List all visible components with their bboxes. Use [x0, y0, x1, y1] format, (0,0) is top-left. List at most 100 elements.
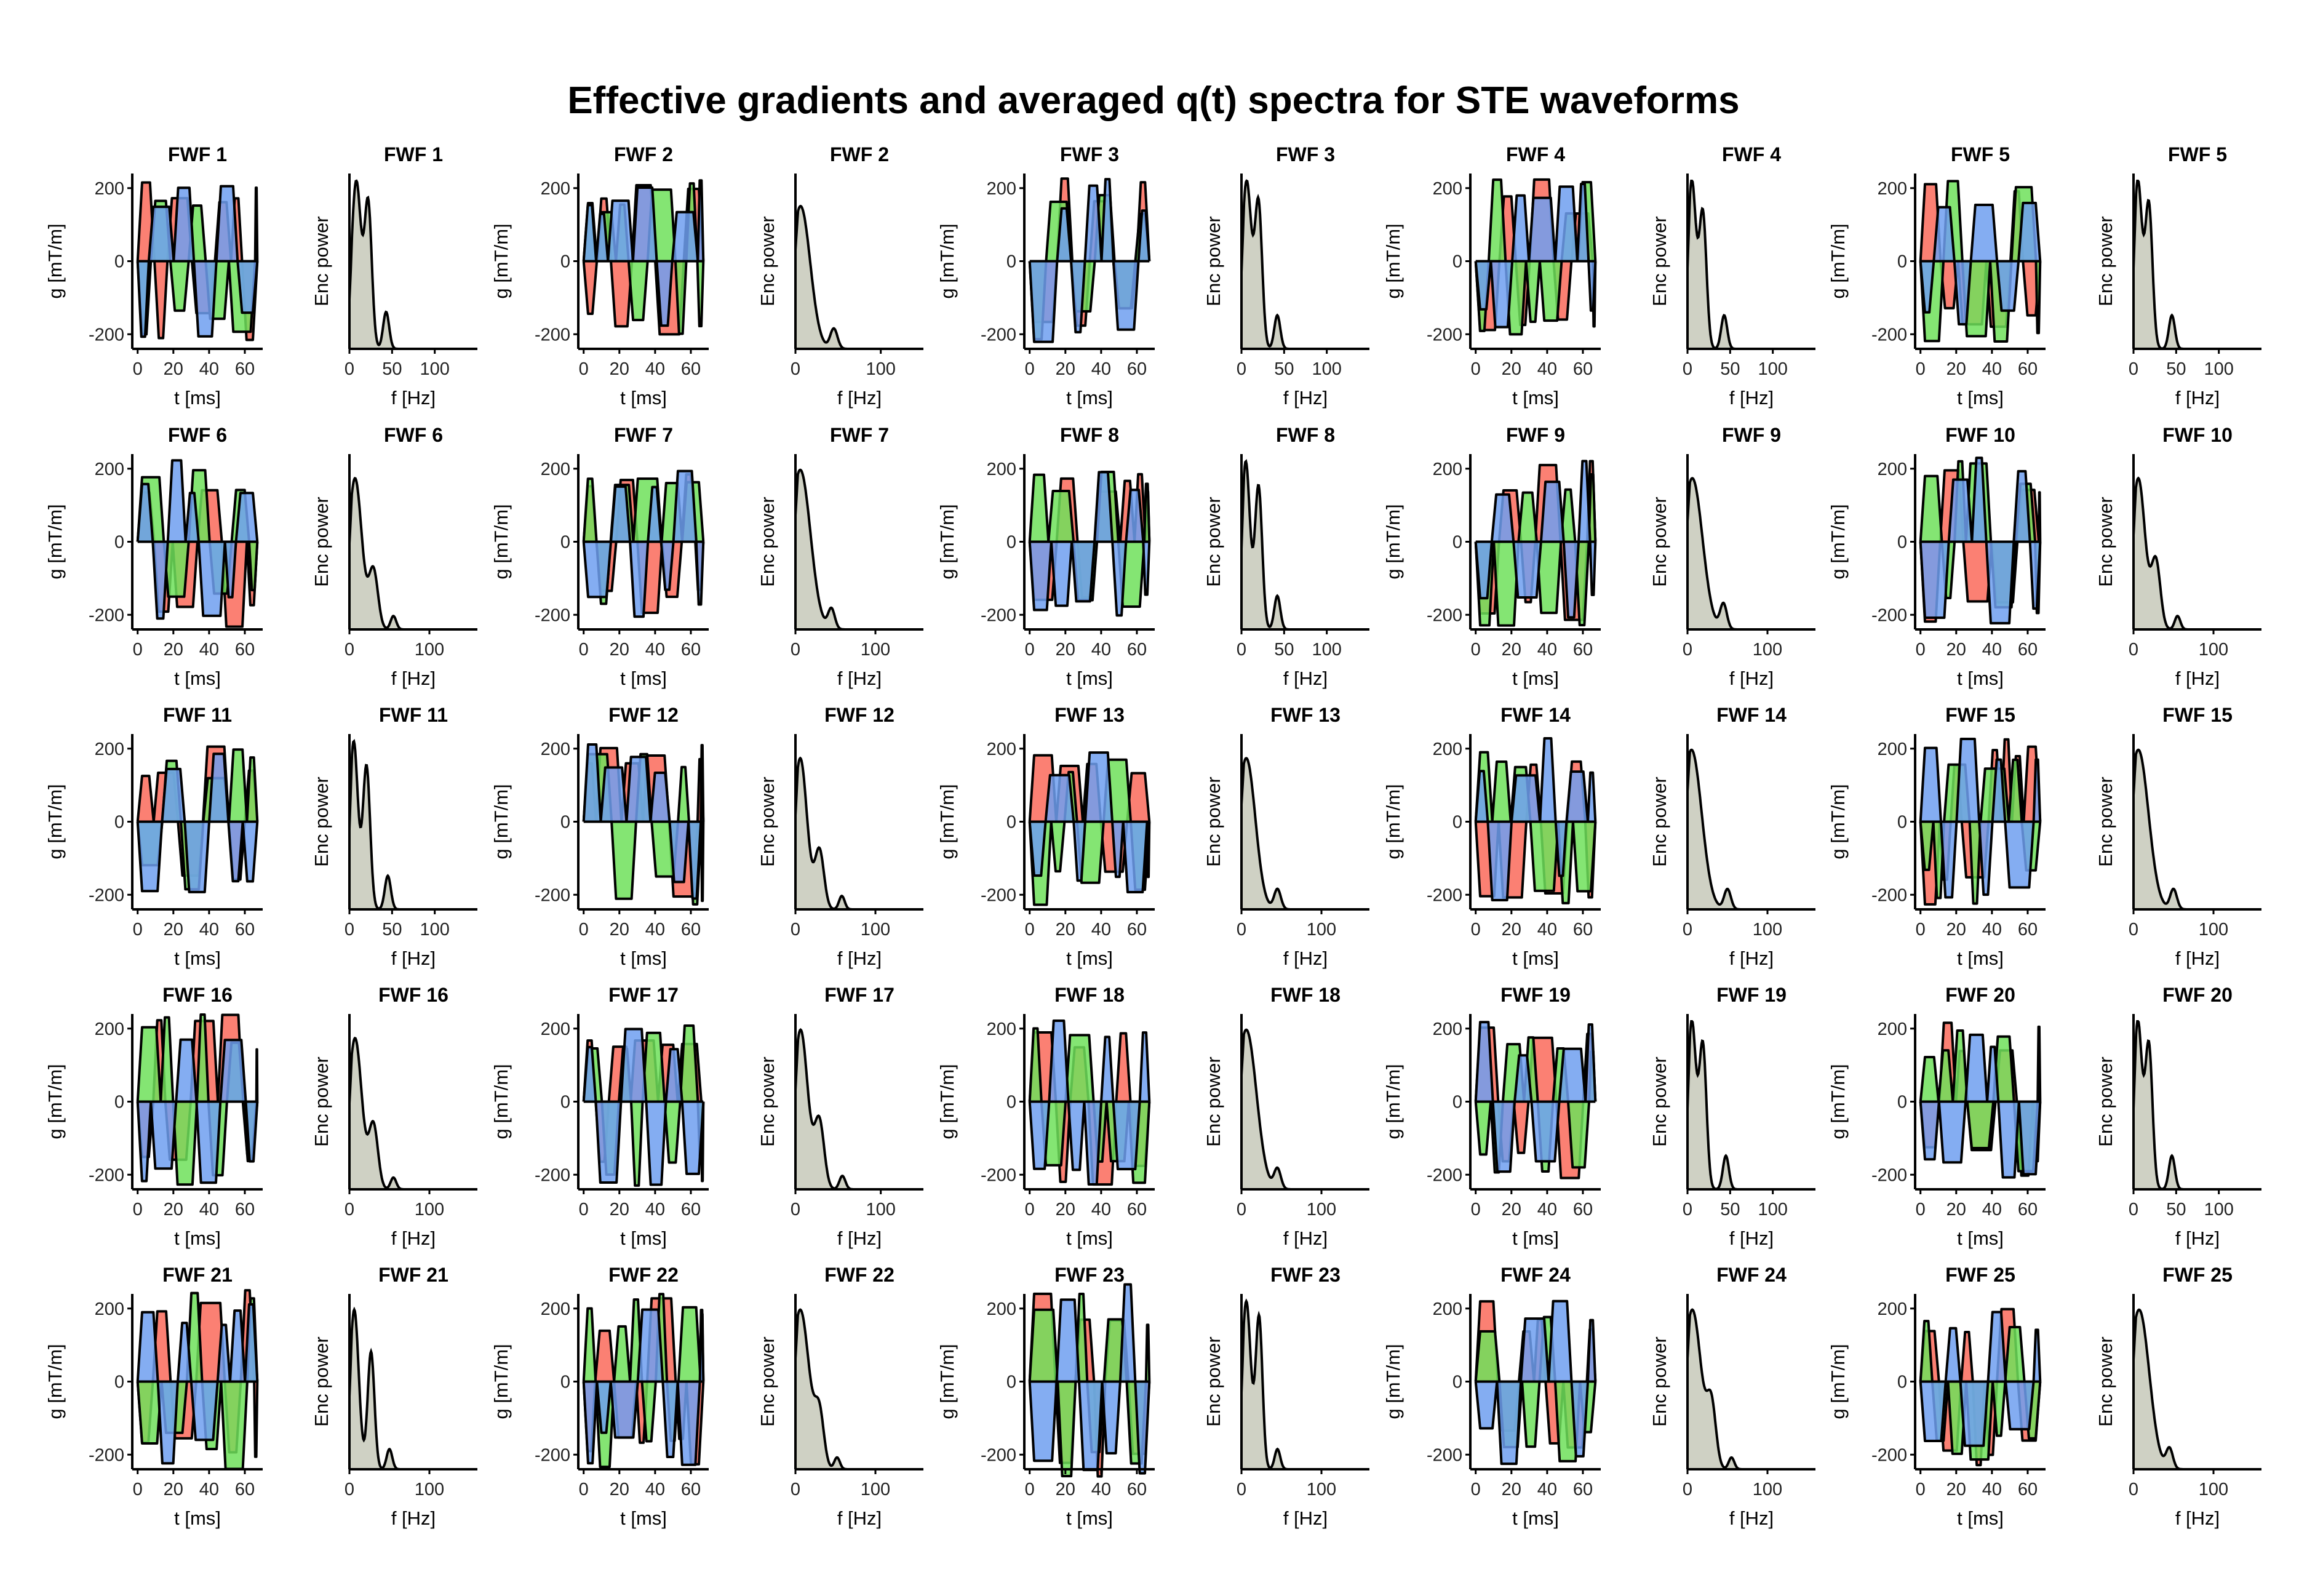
- x-tick-label: 0: [1471, 640, 1481, 660]
- x-tick-label: 60: [235, 1480, 255, 1499]
- y-tick-label: -200: [981, 885, 1016, 905]
- x-tick-label: 0: [345, 640, 354, 660]
- x-axis-label: t [ms]: [1957, 948, 2004, 969]
- gz-waveform-fill: [1475, 183, 1596, 327]
- spectrum-panel: 0 100 f [Hz] Enc power FWF 6: [311, 424, 477, 689]
- y-tick-label: 200: [95, 1019, 124, 1039]
- y-tick-label: -200: [981, 605, 1016, 625]
- x-tick-label: 100: [1312, 640, 1341, 660]
- panel-title: FWF 16: [162, 984, 233, 1006]
- spectrum-area: [795, 758, 923, 909]
- y-axis-label: g [mT/m]: [1382, 1064, 1404, 1139]
- x-tick-label: 100: [1753, 1480, 1782, 1499]
- x-axis-label: t [ms]: [620, 948, 667, 969]
- y-tick-label: -200: [1871, 1165, 1907, 1185]
- spectrum-panel: 0 100 f [Hz] Enc power FWF 7: [757, 424, 923, 689]
- spectrum-panel: 0 100 f [Hz] Enc power FWF 9: [1649, 424, 1815, 689]
- panel-title: FWF 18: [1270, 984, 1341, 1006]
- x-tick-label: 20: [610, 359, 629, 379]
- panel-title: FWF 9: [1506, 424, 1565, 446]
- x-axis-label: t [ms]: [1512, 948, 1559, 969]
- x-tick-label: 50: [382, 359, 402, 379]
- spectrum-area: [795, 1029, 923, 1189]
- x-tick-label: 20: [610, 1480, 629, 1499]
- x-tick-label: 20: [1502, 640, 1521, 660]
- x-tick-label: 100: [1307, 920, 1336, 940]
- y-tick-label: 0: [1452, 1093, 1462, 1112]
- x-tick-label: 100: [420, 359, 449, 379]
- x-tick-label: 0: [2129, 1480, 2138, 1499]
- spectrum-area: [1687, 181, 1815, 349]
- x-axis-label: t [ms]: [174, 1507, 221, 1529]
- y-axis-label: g [mT/m]: [1382, 1344, 1404, 1419]
- y-axis-label: g [mT/m]: [44, 1344, 66, 1419]
- x-tick-label: 0: [1471, 920, 1481, 940]
- x-tick-label: 40: [1091, 920, 1111, 940]
- y-axis-label: Enc power: [2095, 216, 2116, 306]
- gy-waveform: [582, 1293, 705, 1469]
- x-tick-label: 50: [1720, 359, 1740, 379]
- spectrum-area: [349, 741, 477, 909]
- spectrum-area: [795, 1309, 923, 1469]
- x-tick-label: 40: [645, 640, 665, 660]
- x-tick-label: 20: [164, 1480, 183, 1499]
- spectrum-panel: 0 100 f [Hz] Enc power FWF 25: [2095, 1264, 2261, 1529]
- panel-title: FWF 1: [168, 143, 227, 166]
- panel-title: FWF 7: [614, 424, 673, 446]
- x-tick-label: 60: [1573, 640, 1593, 660]
- x-tick-label: 0: [579, 1200, 589, 1219]
- y-axis-label: Enc power: [311, 1056, 332, 1146]
- x-axis-label: t [ms]: [1066, 668, 1113, 689]
- y-axis-label: Enc power: [1649, 1056, 1670, 1146]
- x-tick-label: 60: [1127, 1200, 1147, 1219]
- spectrum-area: [349, 478, 477, 629]
- y-tick-label: -200: [535, 325, 570, 345]
- x-tick-label: 40: [199, 1480, 219, 1499]
- x-tick-label: 0: [345, 1480, 354, 1499]
- gz-waveform-fill: [137, 1304, 258, 1464]
- panel-title: FWF 6: [168, 424, 227, 446]
- x-tick-label: 100: [415, 1200, 444, 1219]
- y-tick-label: 0: [1897, 1373, 1907, 1392]
- spectrum-area: [349, 1309, 477, 1469]
- panel-title: FWF 18: [1054, 984, 1125, 1006]
- y-axis-label: Enc power: [311, 497, 332, 586]
- y-tick-label: 200: [541, 1019, 570, 1039]
- panel-title: FWF 17: [608, 984, 679, 1006]
- spectrum-panel: 0 100 f [Hz] Enc power FWF 18: [1203, 984, 1369, 1249]
- x-tick-label: 20: [1946, 640, 1966, 660]
- x-axis-label: t [ms]: [1066, 387, 1113, 409]
- spectrum-panel: 0 100 f [Hz] Enc power FWF 17: [757, 984, 923, 1249]
- gz-waveform: [136, 459, 259, 620]
- x-tick-label: 100: [1758, 359, 1787, 379]
- panel-title: FWF 14: [1500, 704, 1571, 726]
- x-tick-label: 0: [133, 920, 143, 940]
- panel-title: FWF 23: [1270, 1264, 1341, 1286]
- x-tick-label: 60: [1127, 920, 1147, 940]
- y-tick-label: 200: [1433, 1019, 1462, 1039]
- x-axis-label: t [ms]: [620, 1507, 667, 1529]
- gradient-panel: -200 0 200 0 20 40 60 t [ms] g [mT/m] FWF 3: [936, 143, 1155, 409]
- x-tick-label: 20: [1056, 640, 1075, 660]
- x-axis-label: t [ms]: [1066, 1227, 1113, 1249]
- y-tick-label: 200: [1878, 740, 1907, 759]
- y-tick-label: 0: [1452, 252, 1462, 272]
- spectrum-area: [1687, 478, 1815, 629]
- y-tick-label: 0: [1452, 533, 1462, 553]
- gradient-panel: -200 0 200 0 20 40 60 t [ms] g [mT/m] FWF 16: [44, 984, 263, 1249]
- spectrum-area: [1241, 758, 1369, 909]
- x-tick-label: 60: [235, 640, 255, 660]
- gz-waveform-fill: [583, 471, 704, 617]
- panel-title: FWF 20: [1945, 984, 2015, 1006]
- y-tick-label: 0: [1006, 1093, 1016, 1112]
- x-tick-label: 0: [579, 920, 589, 940]
- x-tick-label: 20: [1502, 920, 1521, 940]
- y-axis-label: Enc power: [1203, 216, 1224, 306]
- x-tick-label: 40: [645, 359, 665, 379]
- spectrum-area: [1687, 1309, 1815, 1469]
- x-tick-label: 0: [1916, 1480, 1926, 1499]
- panel-title: FWF 25: [1945, 1264, 2015, 1286]
- x-tick-label: 0: [1025, 640, 1035, 660]
- y-axis-label: Enc power: [757, 497, 778, 586]
- y-axis-label: g [mT/m]: [1382, 223, 1404, 298]
